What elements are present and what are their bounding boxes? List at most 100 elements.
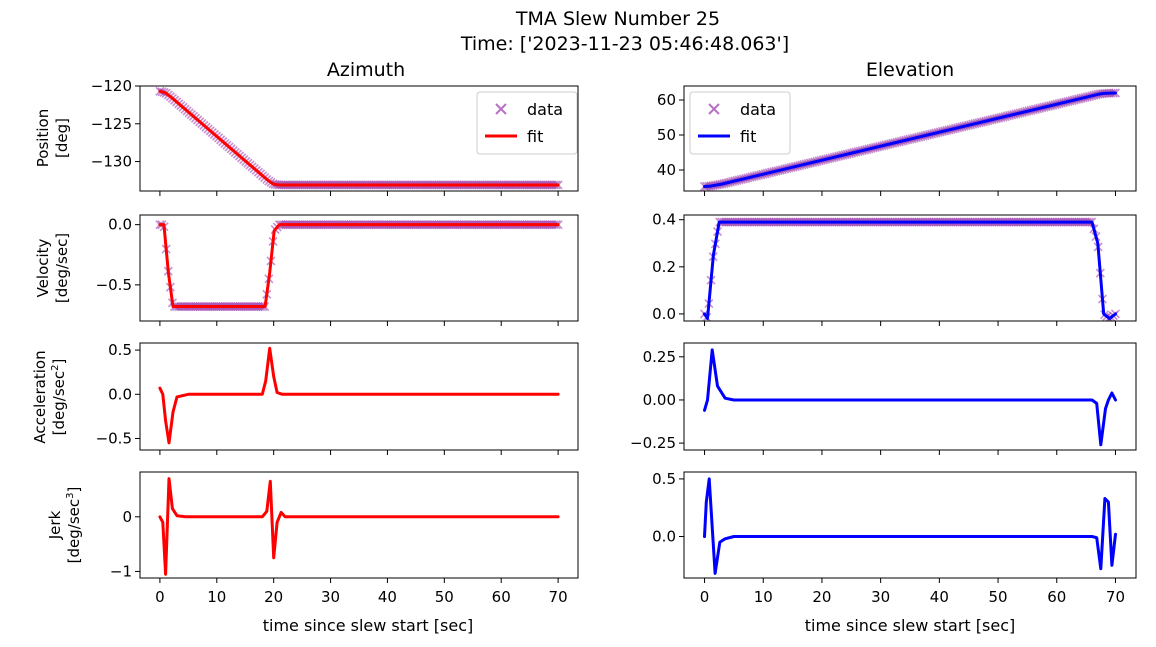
- x-tick-label: 0: [700, 588, 710, 606]
- legend-fit-label: fit: [740, 127, 756, 146]
- legend-data-marker: [495, 103, 507, 115]
- legend-fit-label: fit: [527, 127, 543, 146]
- y-tick-label: 40: [657, 161, 676, 179]
- plot-area: [703, 348, 1117, 447]
- azimuth-column-title: Azimuth: [327, 59, 405, 81]
- position-ylabel-line2: [deg]: [53, 118, 71, 158]
- fit-line: [158, 223, 560, 308]
- y-tick-label: 0.5: [652, 470, 676, 488]
- axes-frame: [683, 85, 1137, 192]
- fit-line: [703, 477, 1117, 575]
- jerk-unit: [deg/sec: [65, 499, 83, 563]
- fit-line: [158, 477, 560, 576]
- y-tick-label: −0.5: [96, 276, 132, 294]
- legend-data-label: data: [740, 100, 776, 119]
- acceleration-unit: [deg/sec: [50, 371, 68, 435]
- y-tick-label: 0.25: [643, 348, 676, 366]
- figure-title: TMA Slew Number 25: [515, 8, 720, 30]
- plot-area: [703, 477, 1117, 575]
- velocity-ylabel: Velocity [deg/sec]: [34, 233, 71, 303]
- x-tick-label: 20: [812, 588, 831, 606]
- legend-data-marker: [708, 103, 720, 115]
- azimuth-xlabel: time since slew start [sec]: [263, 616, 474, 635]
- x-tick-label: 60: [1047, 588, 1066, 606]
- jerk-ylabel-line2: [deg/sec3]: [65, 487, 83, 564]
- plot-area: [699, 217, 1121, 321]
- plot-area: [155, 86, 563, 190]
- x-tick-label: 30: [321, 588, 340, 606]
- elevation-column-title: Elevation: [866, 59, 954, 81]
- y-tick-label: 0.2: [652, 258, 676, 276]
- panel-azimuth-position: −120 −125 −130 data fit: [91, 77, 579, 196]
- jerk-ylabel-line1: Jerk: [46, 510, 64, 540]
- panel-elevation-position: 40 50 60 data fit: [657, 85, 1137, 196]
- legend: data fit: [476, 91, 578, 155]
- plot-area: [155, 220, 563, 312]
- x-tick-label: 0: [155, 588, 165, 606]
- y-tick-label: 0.0: [652, 528, 676, 546]
- axes-frame: [683, 214, 1137, 322]
- acceleration-ylabel-line2: [deg/sec2]: [50, 359, 68, 436]
- panel-azimuth-jerk: 0 −1 0 10 20 30 40 50 60 70: [110, 471, 579, 606]
- x-tick-label: 20: [264, 588, 283, 606]
- acceleration-ylabel-line1: Acceleration: [31, 350, 49, 443]
- axes-frame: [139, 342, 579, 451]
- x-tick-label: 70: [1106, 588, 1125, 606]
- x-tick-label: 30: [871, 588, 890, 606]
- x-tick-label: 40: [378, 588, 397, 606]
- y-tick-label: 0.0: [108, 385, 132, 403]
- fit-line: [158, 346, 560, 445]
- plot-area: [158, 346, 560, 445]
- y-tick-label: 0.4: [652, 211, 676, 229]
- velocity-ylabel-line2: [deg/sec]: [53, 233, 71, 303]
- fit-line: [703, 348, 1117, 447]
- x-tick-label: 10: [207, 588, 226, 606]
- panel-elevation-velocity: 0.0 0.2 0.4: [652, 211, 1137, 326]
- acceleration-unit-close: ]: [50, 359, 68, 365]
- y-tick-label: 0.5: [108, 341, 132, 359]
- y-tick-label: −0.5: [96, 430, 132, 448]
- velocity-ylabel-line1: Velocity: [34, 238, 52, 297]
- x-tick-label: 60: [492, 588, 511, 606]
- x-tick-label: 50: [435, 588, 454, 606]
- x-tick-label: 70: [549, 588, 568, 606]
- y-tick-label: 0: [122, 508, 132, 526]
- axes-frame: [683, 471, 1137, 579]
- y-tick-label: −0.25: [630, 434, 676, 452]
- plot-area: [699, 88, 1121, 191]
- plot-area: [158, 477, 560, 576]
- legend: data fit: [689, 91, 791, 155]
- acceleration-unit-exponent: 2: [50, 365, 61, 371]
- acceleration-ylabel: Acceleration [deg/sec2]: [31, 350, 68, 443]
- y-tick-label: 0.00: [643, 391, 676, 409]
- elevation-xlabel: time since slew start [sec]: [805, 616, 1016, 635]
- panel-elevation-jerk: 0.5 0.0 0 10 20 30 40 50 60 70: [652, 470, 1137, 606]
- fit-line: [703, 91, 1117, 188]
- y-tick-label: −125: [91, 115, 132, 133]
- jerk-ylabel: Jerk [deg/sec3]: [46, 487, 83, 564]
- fit-line: [158, 89, 560, 187]
- jerk-unit-close: ]: [65, 487, 83, 493]
- x-tick-label: 10: [754, 588, 773, 606]
- jerk-unit-exponent: 3: [65, 493, 76, 499]
- legend-data-label: data: [527, 100, 563, 119]
- axes-frame: [139, 214, 579, 322]
- y-tick-label: −120: [91, 77, 132, 95]
- y-tick-label: 0.0: [652, 305, 676, 323]
- axes-frame: [139, 85, 579, 192]
- figure-subtitle: Time: ['2023-11-23 05:46:48.063']: [460, 33, 789, 55]
- position-ylabel-line1: Position: [34, 109, 52, 167]
- panel-azimuth-acceleration: 0.5 0.0 −0.5: [96, 341, 579, 455]
- x-tick-label: 50: [989, 588, 1008, 606]
- x-tick-label: 40: [930, 588, 949, 606]
- y-tick-label: 60: [657, 91, 676, 109]
- y-tick-label: −1: [110, 562, 132, 580]
- y-tick-label: 0.0: [108, 216, 132, 234]
- axes-frame: [683, 342, 1137, 451]
- position-ylabel: Position [deg]: [34, 109, 71, 167]
- axes-frame: [139, 471, 579, 579]
- y-tick-label: −130: [91, 153, 132, 171]
- panel-elevation-acceleration: 0.25 0.00 −0.25: [630, 342, 1137, 455]
